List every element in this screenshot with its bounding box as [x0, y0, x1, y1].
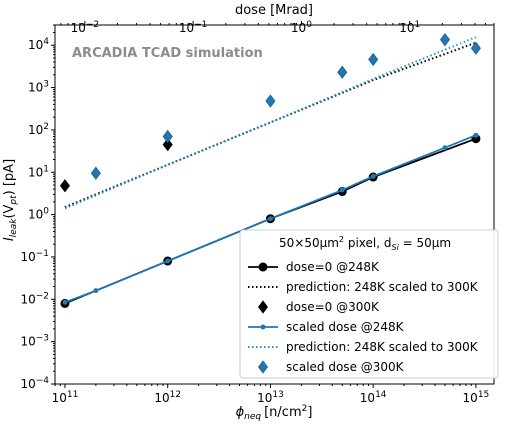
top-tick-label: 10−1 [179, 20, 208, 35]
legend-label: scaled dose @300K [286, 360, 405, 374]
top-tick-label: 101 [399, 20, 420, 35]
series-3-point [93, 288, 99, 294]
y-tick-label: 10−2 [20, 291, 49, 306]
legend-label: dose=0 @300K [286, 300, 380, 314]
y-tick-label: 100 [28, 207, 49, 222]
series-3-line [64, 134, 477, 304]
legend-entries: dose=0 @248K prediction: 248K scaled to 3… [248, 260, 479, 374]
series-5-point [470, 41, 481, 55]
series-3-point [370, 173, 376, 179]
series-2-point [162, 137, 173, 152]
legend-swatch-marker [258, 300, 268, 314]
legend-label: prediction: 248K scaled to 300K [286, 280, 479, 294]
x-tick-label: 1013 [257, 390, 284, 405]
y-tick-label: 10−1 [20, 249, 49, 264]
y-tick-label: 103 [28, 80, 49, 95]
series-5-point [439, 33, 450, 47]
series-3-point [267, 216, 273, 222]
legend: 50×50μm2 pixel, dSi = 50μm dose=0 @248K p… [239, 229, 499, 379]
y-axis-title: Ileak(Vpt) [pA] [2, 159, 19, 241]
series-3-point [442, 145, 448, 151]
x-axis-title: ϕneq [n/cm2] [236, 404, 313, 422]
legend-box [239, 229, 499, 379]
top-tick-label: 10−2 [71, 20, 100, 35]
series-3-point [62, 299, 68, 305]
top-axis-title: dose [Mrad] [235, 3, 313, 18]
y-tick-label: 10−4 [20, 376, 49, 391]
y-tick-label: 10−3 [20, 334, 49, 349]
series-5-point [265, 94, 276, 108]
series-3-point [339, 187, 345, 193]
legend-label: prediction: 248K scaled to 300K [286, 340, 479, 354]
x-tick-label: 1011 [52, 390, 79, 405]
series-5-point [337, 65, 348, 79]
chart-annotation: ARCADIA TCAD simulation [72, 46, 263, 61]
y-tick-label: 102 [28, 122, 49, 137]
top-tick-label: 100 [291, 20, 312, 35]
legend-title: 50×50μm2 pixel, dSi = 50μm [279, 235, 451, 252]
x-tick-label: 1012 [154, 390, 181, 405]
legend-swatch-marker [258, 360, 268, 374]
legend-swatch-marker [260, 324, 266, 330]
legend-swatch-marker [258, 262, 268, 272]
series-5-point [90, 166, 101, 180]
series-3-point [165, 258, 171, 264]
series-5-point [162, 129, 173, 144]
series-layer [59, 33, 481, 308]
plot-frame [54, 24, 495, 385]
x-tick-label: 1014 [360, 390, 387, 405]
y-tick-label: 104 [28, 37, 49, 52]
x-tick-label: 1015 [463, 390, 490, 405]
series-3-point [473, 132, 479, 138]
y-tick-label: 101 [28, 164, 49, 179]
ticks-layer: 1011 1012 1013 1014 1015 10−2 10−1 100 101 10−4 10… [20, 20, 495, 405]
legend-label: dose=0 @248K [286, 260, 380, 274]
series-4-line [64, 36, 477, 210]
series-2-point [59, 179, 70, 193]
series-1-line [64, 41, 477, 209]
legend-label: scaled dose @248K [286, 320, 405, 334]
series-5-point [368, 52, 379, 67]
